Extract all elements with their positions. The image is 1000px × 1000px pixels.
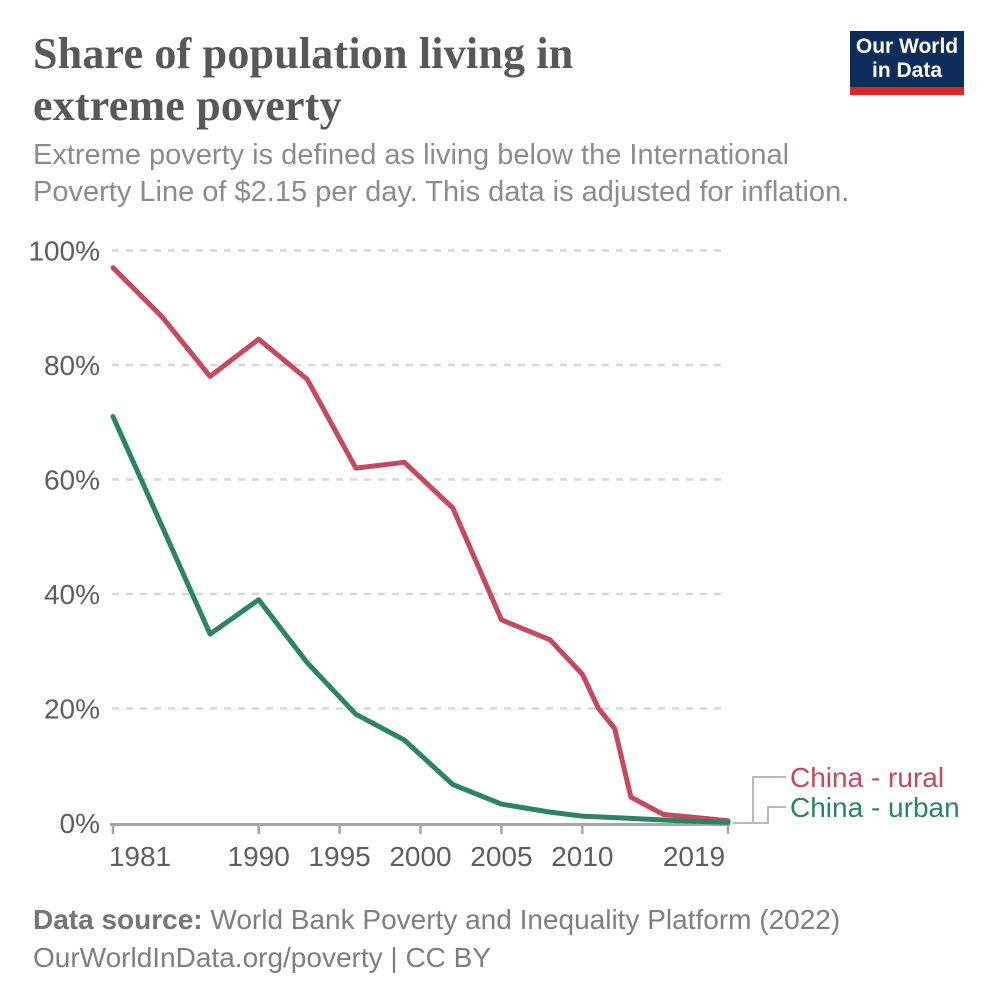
footer-source-label: Data source: bbox=[33, 904, 203, 935]
legend-connector-urban bbox=[753, 806, 786, 824]
y-tick-label-60%: 60% bbox=[44, 465, 100, 496]
x-tick-label-2005: 2005 bbox=[470, 841, 532, 872]
footer-license-line: OurWorldInData.org/poverty | CC BY bbox=[33, 942, 492, 973]
footer-source-line: Data source: World Bank Poverty and Ineq… bbox=[33, 901, 973, 939]
data-line-china-rural bbox=[110, 265, 731, 824]
owid-logo-text-line-2: in Data bbox=[871, 59, 942, 82]
data-line-china-urban bbox=[110, 414, 731, 825]
y-tick-label-20%: 20% bbox=[44, 694, 100, 725]
y-tick-label-100%: 100% bbox=[28, 236, 100, 267]
chart-title: Share of population living in extreme po… bbox=[33, 28, 833, 132]
chart-subtitle-line-1: Extreme poverty is defined as living bel… bbox=[33, 139, 790, 171]
owid-logo-box: Our World in Data bbox=[850, 31, 964, 87]
legend-label-china-rural: China - rural bbox=[790, 762, 945, 793]
owid-logo-text-line-1: Our World bbox=[855, 35, 959, 58]
y-tick-label-0%: 0% bbox=[60, 808, 100, 839]
legend-connector-rural bbox=[733, 776, 786, 824]
x-tick-label-1981: 1981 bbox=[109, 841, 171, 872]
chart-subtitle-line-2: Poverty Line of $2.15 per day. This data… bbox=[33, 176, 850, 208]
x-tick-label-2010: 2010 bbox=[551, 841, 613, 872]
x-tick-label-2019: 2019 bbox=[663, 841, 725, 872]
y-tick-label-80%: 80% bbox=[44, 350, 100, 381]
y-tick-label-40%: 40% bbox=[44, 579, 100, 610]
chart-title-line-2: extreme poverty bbox=[33, 81, 342, 130]
owid-logo: Our World in Data bbox=[850, 31, 964, 95]
x-tick-label-1990: 1990 bbox=[228, 841, 290, 872]
x-tick-label-1995: 1995 bbox=[308, 841, 370, 872]
owid-logo-red-bar bbox=[850, 87, 964, 95]
footer-source-text: World Bank Poverty and Inequality Platfo… bbox=[202, 904, 841, 935]
chart-subtitle: Extreme poverty is defined as living bel… bbox=[33, 137, 933, 211]
x-tick-label-2000: 2000 bbox=[389, 841, 451, 872]
chart-title-line-1: Share of population living in bbox=[33, 29, 574, 78]
chart-footer: Data source: World Bank Poverty and Ineq… bbox=[33, 901, 973, 977]
legend-label-china-urban: China - urban bbox=[790, 792, 960, 823]
